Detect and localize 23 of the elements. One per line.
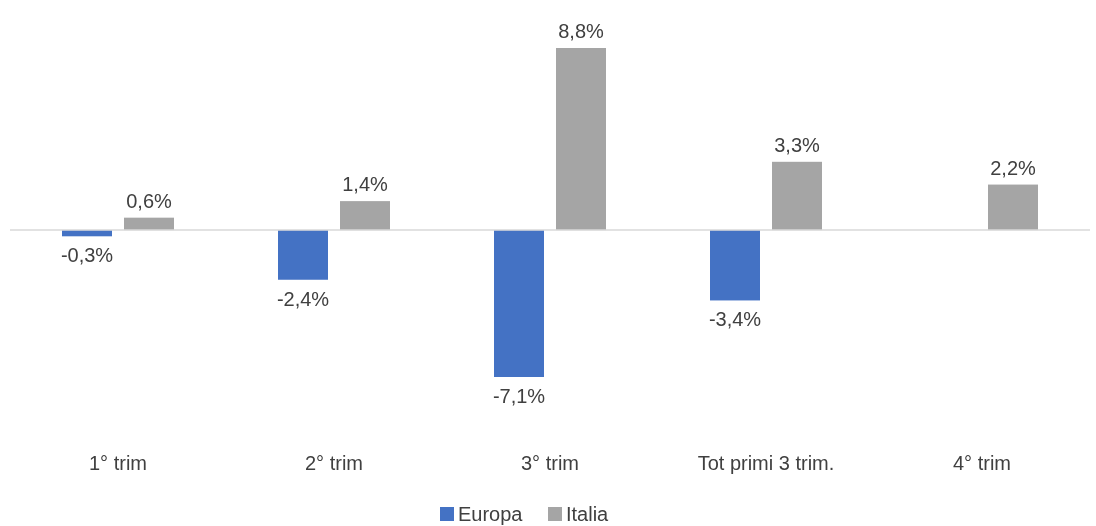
data-label: -0,3%	[60, 244, 114, 267]
data-label: -7,1%	[492, 385, 546, 407]
data-label: 3,3%	[774, 133, 821, 156]
x-tick-label: 3° trim	[521, 452, 579, 474]
x-tick-label: Tot primi 3 trim.	[697, 452, 835, 474]
x-tick-label: 4° trim	[953, 452, 1011, 474]
data-label: 8,8%	[558, 20, 605, 42]
bar	[710, 230, 760, 301]
data-label: 0,6%	[126, 189, 173, 212]
bar	[340, 201, 390, 231]
bar	[494, 230, 544, 377]
x-tick-label: 2° trim	[305, 452, 363, 474]
x-tick-label: 1° trim	[89, 452, 147, 474]
data-label: 2,2%	[990, 156, 1037, 179]
bar	[988, 184, 1038, 231]
data-label: 1,4%	[342, 173, 389, 196]
legend-label: Italia	[566, 503, 610, 525]
bar	[278, 230, 328, 280]
data-label: -2,4%	[276, 287, 330, 310]
legend-label: Europa	[458, 503, 524, 525]
bar	[556, 48, 606, 231]
data-label: -3,4%	[708, 308, 762, 331]
bar	[772, 161, 822, 231]
